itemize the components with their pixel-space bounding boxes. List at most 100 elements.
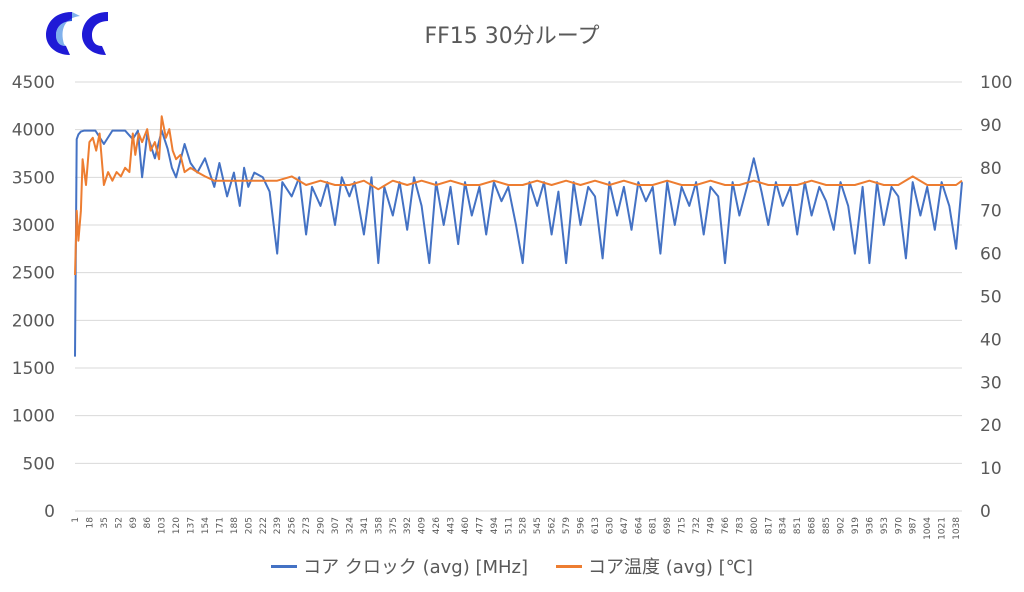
right-tick-label: 30: [980, 373, 1002, 393]
x-tick-label: 851: [793, 517, 803, 534]
x-tick-label: 1038: [952, 517, 962, 540]
x-tick-label: 511: [504, 517, 514, 534]
x-tick-label: 273: [302, 517, 312, 534]
x-tick-label: 69: [129, 517, 139, 529]
x-tick-label: 987: [909, 517, 919, 534]
x-tick-label: 341: [360, 517, 370, 534]
x-tick-label: 494: [490, 517, 500, 534]
x-tick-label: 307: [331, 517, 341, 534]
right-tick-label: 40: [980, 330, 1002, 350]
x-tick-label: 630: [605, 517, 615, 534]
x-tick-label: 290: [317, 517, 327, 534]
x-tick-label: 715: [678, 517, 688, 534]
x-tick-label: 137: [187, 517, 197, 534]
x-tick-label: 1021: [938, 517, 948, 540]
x-tick-label: 868: [808, 517, 818, 534]
x-tick-label: 154: [201, 517, 211, 534]
left-tick-label: 3500: [12, 168, 55, 188]
x-tick-label: 171: [215, 517, 225, 534]
x-tick-label: 766: [721, 517, 731, 534]
right-tick-label: 0: [980, 502, 991, 522]
legend-swatch-clock: [271, 564, 298, 568]
legend-swatch-temp: [556, 564, 583, 568]
x-tick-label: 681: [649, 517, 659, 534]
x-tick-label: 477: [475, 517, 485, 534]
x-tick-label: 205: [244, 517, 254, 534]
x-tick-label: 426: [432, 517, 442, 534]
x-tick-label: 392: [403, 517, 413, 534]
left-tick-label: 4000: [12, 121, 55, 141]
x-tick-label: 1004: [923, 517, 933, 540]
x-tick-label: 545: [533, 517, 543, 534]
x-axis-ticks: 1 18 35 52 69 86 103 120 137 154 171 188 205 222 239 25…: [71, 517, 962, 540]
x-tick-label: 613: [591, 517, 601, 534]
gridlines: [75, 81, 962, 512]
x-tick-label: 902: [837, 517, 847, 534]
legend-label-clock: コア クロック (avg) [MHz]: [303, 557, 529, 578]
chart-title: FF15 30分ループ: [424, 24, 600, 49]
right-tick-label: 20: [980, 416, 1002, 436]
x-tick-label: 35: [100, 517, 110, 528]
x-tick-label: 834: [779, 517, 789, 534]
x-tick-label: 239: [273, 517, 283, 534]
x-tick-label: 732: [692, 517, 702, 534]
legend-item-temp: コア温度 (avg) [℃]: [556, 553, 753, 579]
cc-logo-highlight: [56, 12, 80, 46]
series-layer: [74, 115, 963, 357]
x-tick-label: 120: [172, 517, 182, 534]
x-tick-label: 817: [764, 517, 774, 534]
x-tick-label: 1: [71, 517, 81, 523]
right-tick-label: 70: [980, 202, 1002, 222]
x-tick-label: 52: [114, 517, 124, 528]
x-tick-label: 562: [548, 517, 558, 534]
x-tick-label: 970: [894, 517, 904, 534]
x-tick-label: 596: [577, 517, 587, 534]
x-tick-label: 103: [158, 517, 168, 534]
right-tick-label: 50: [980, 288, 1002, 308]
legend-label-temp: コア温度 (avg) [℃]: [588, 557, 753, 578]
cc-logo-right-c: [82, 12, 108, 55]
x-tick-label: 647: [620, 517, 630, 534]
legend: コア クロック (avg) [MHz] コア温度 (avg) [℃]: [0, 553, 1024, 579]
right-tick-label: 10: [980, 459, 1002, 479]
legend-item-clock: コア クロック (avg) [MHz]: [271, 553, 528, 579]
x-tick-label: 188: [230, 517, 240, 534]
x-tick-label: 375: [389, 517, 399, 534]
x-tick-label: 528: [519, 517, 529, 534]
x-tick-label: 579: [562, 517, 572, 534]
cc-logo-left-c: [46, 12, 72, 55]
left-tick-label: 3000: [12, 216, 55, 236]
x-tick-label: 358: [374, 517, 384, 534]
x-tick-label: 885: [822, 517, 832, 534]
left-tick-label: 2000: [12, 311, 55, 331]
x-tick-label: 800: [750, 517, 760, 534]
x-tick-label: 919: [851, 517, 861, 534]
x-tick-label: 443: [447, 517, 457, 534]
right-tick-label: 80: [980, 159, 1002, 179]
x-tick-label: 953: [880, 517, 890, 534]
right-tick-label: 100: [980, 73, 1012, 93]
left-tick-label: 1500: [12, 359, 55, 379]
x-tick-label: 18: [85, 517, 95, 529]
left-tick-label: 2500: [12, 264, 55, 284]
x-tick-label: 86: [143, 517, 153, 529]
cc-logo: [46, 12, 108, 55]
x-tick-label: 256: [288, 517, 298, 534]
x-tick-label: 749: [707, 517, 717, 534]
right-tick-label: 60: [980, 245, 1002, 265]
x-tick-label: 698: [663, 517, 673, 534]
series-line-clock: [74, 129, 963, 357]
x-tick-label: 409: [418, 517, 428, 534]
x-tick-label: 222: [259, 517, 269, 534]
left-tick-label: 4500: [12, 73, 55, 93]
x-tick-label: 460: [461, 517, 471, 534]
left-tick-label: 0: [44, 502, 55, 522]
left-tick-label: 1000: [12, 407, 55, 427]
x-tick-label: 664: [634, 517, 644, 534]
right-tick-label: 90: [980, 116, 1002, 136]
series-line-temp: [74, 115, 963, 276]
x-tick-label: 324: [345, 517, 355, 534]
